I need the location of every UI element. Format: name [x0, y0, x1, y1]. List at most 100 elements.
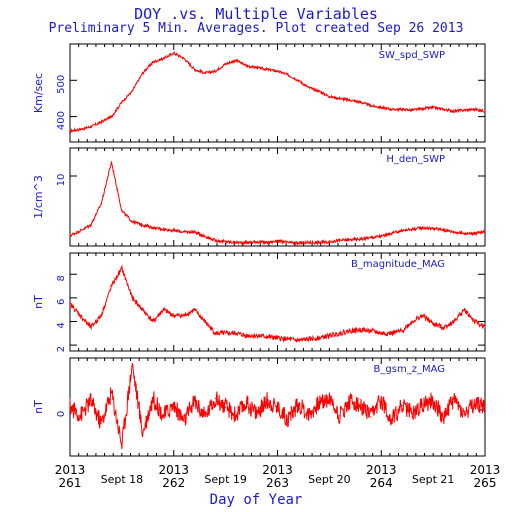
data-point	[142, 224, 144, 226]
data-point	[256, 66, 258, 69]
data-point	[131, 297, 133, 299]
data-point	[90, 326, 92, 328]
data-point	[256, 412, 258, 414]
data-point	[266, 241, 268, 244]
data-point	[359, 238, 362, 240]
data-point	[297, 79, 299, 81]
data-point	[411, 228, 413, 230]
data-point	[152, 227, 154, 229]
data-point	[297, 339, 299, 341]
data-point	[173, 230, 175, 232]
data-point	[442, 417, 445, 419]
data-point	[484, 326, 486, 328]
data-point	[422, 403, 424, 405]
data-point	[193, 309, 196, 311]
data-point	[391, 419, 393, 421]
series-label: B_magnitude_MAG	[351, 259, 445, 270]
data-point	[297, 242, 299, 244]
data-point	[442, 326, 445, 328]
data-point	[121, 267, 123, 269]
data-point	[214, 239, 216, 241]
data-point	[235, 332, 237, 334]
data-point	[193, 231, 196, 233]
series-label: H_den_SWP	[386, 154, 445, 165]
chart-subtitle: Preliminary 5 Min. Averages. Plot create…	[48, 21, 464, 36]
data-point	[401, 330, 403, 332]
data-point	[235, 241, 237, 244]
data-point	[318, 337, 320, 339]
data-point	[245, 241, 247, 244]
data-point	[401, 108, 403, 110]
x-tick-label-year: 2013	[366, 463, 397, 477]
data-point	[100, 121, 102, 123]
y-tick-label: 500	[56, 75, 67, 94]
data-point	[90, 400, 92, 402]
x-tick-label-doy: 264	[370, 476, 393, 490]
data-point	[380, 106, 382, 109]
data-point	[287, 241, 289, 244]
data-point	[422, 314, 424, 317]
data-point	[370, 105, 372, 107]
data-point	[162, 309, 164, 311]
data-point	[463, 109, 465, 111]
data-point	[173, 314, 175, 317]
data-point	[121, 443, 123, 446]
data-point	[204, 235, 206, 237]
data-point	[380, 332, 382, 334]
data-point	[193, 400, 196, 402]
data-point	[308, 338, 310, 340]
data-point	[442, 108, 445, 110]
data-point	[318, 241, 320, 244]
data-point	[100, 203, 102, 205]
y-tick-label: 2	[56, 346, 67, 352]
data-point	[79, 314, 81, 317]
x-axis-label: Day of Year	[209, 492, 303, 508]
x-date-label: Sept 21	[412, 473, 455, 486]
data-point	[287, 74, 289, 76]
data-point	[359, 405, 362, 408]
data-point	[110, 115, 113, 118]
data-point	[183, 231, 185, 233]
data-point	[225, 241, 227, 243]
data-point	[183, 314, 185, 317]
data-point	[266, 336, 268, 338]
data-point	[411, 109, 413, 111]
data-point	[110, 285, 113, 287]
data-point	[287, 338, 289, 340]
data-point	[276, 70, 279, 72]
data-point	[79, 128, 81, 130]
data-point	[411, 412, 413, 414]
data-point	[391, 232, 393, 234]
y-tick-label: 4	[56, 322, 67, 328]
data-point	[100, 314, 102, 317]
y-axis-label: nT	[32, 295, 45, 309]
data-point	[411, 320, 413, 323]
data-point	[235, 415, 237, 417]
data-point	[131, 220, 133, 223]
series-label: SW_spd_SWP	[379, 50, 445, 61]
data-point	[162, 228, 164, 230]
data-point	[474, 320, 476, 323]
data-point	[152, 397, 154, 399]
data-point	[245, 402, 247, 404]
data-point	[453, 320, 455, 323]
series-line-B_magnitude_MAG	[69, 264, 486, 343]
data-point	[349, 99, 351, 101]
series-line-H_den_SWP	[69, 161, 486, 246]
data-point	[183, 57, 185, 60]
data-point	[69, 405, 71, 408]
data-point	[359, 329, 362, 331]
data-point	[401, 230, 403, 232]
data-point	[401, 404, 403, 406]
data-point	[484, 231, 486, 233]
data-point	[204, 416, 206, 418]
data-point	[225, 406, 227, 409]
data-point	[214, 332, 216, 334]
data-point	[308, 413, 310, 416]
data-point	[162, 57, 164, 60]
data-point	[287, 418, 289, 420]
y-axis-label: Km/sec	[32, 73, 45, 113]
data-point	[152, 61, 154, 63]
data-point	[162, 415, 164, 417]
data-point	[380, 235, 382, 237]
